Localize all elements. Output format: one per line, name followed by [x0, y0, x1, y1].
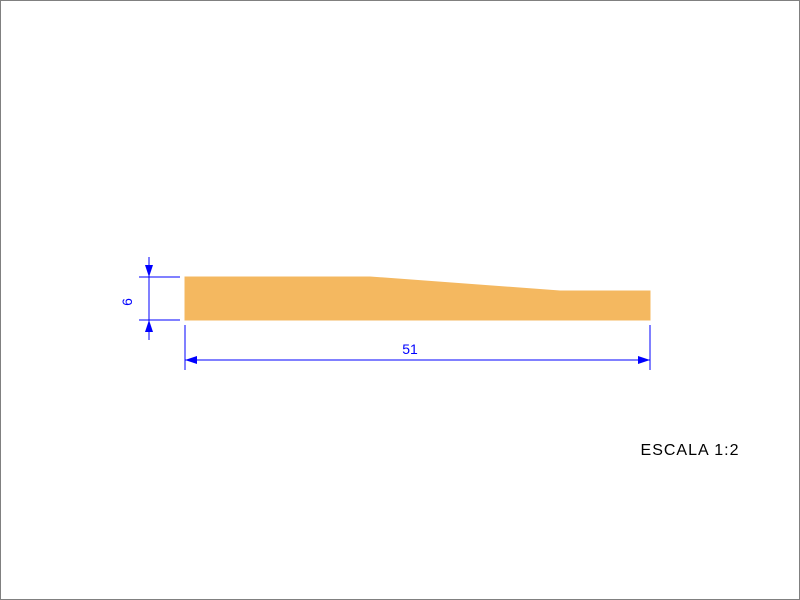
technical-drawing: 51 6 ESCALA 1:2: [0, 0, 800, 600]
vertical-dim-value: 6: [119, 298, 135, 306]
scale-label: ESCALA 1:2: [641, 442, 740, 459]
horizontal-dim-value: 51: [402, 341, 418, 357]
profile-shape: [185, 277, 650, 320]
horizontal-dimension: 51: [185, 325, 650, 370]
vertical-dimension: 6: [119, 257, 180, 340]
